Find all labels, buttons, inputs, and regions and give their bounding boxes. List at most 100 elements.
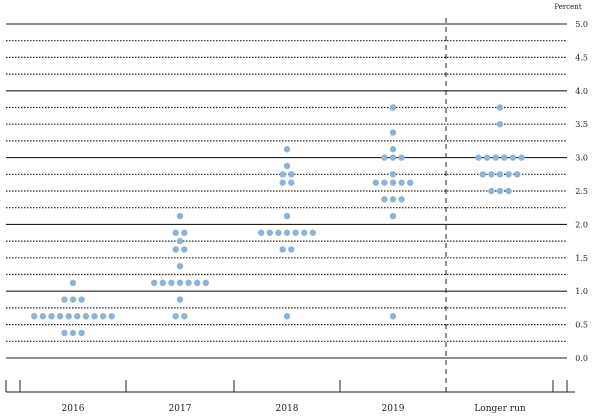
- dot-point: [176, 237, 184, 245]
- dot-point: [389, 313, 397, 320]
- dot-point: [279, 246, 286, 253]
- y-tick-label: 1.5: [575, 254, 588, 263]
- dot-point: [389, 104, 397, 111]
- dot-point: [65, 313, 72, 320]
- dot-point: [475, 154, 482, 161]
- dot-point: [258, 229, 265, 236]
- dot-point: [292, 229, 299, 236]
- dot-point: [99, 313, 107, 320]
- x-tick-label: 2019: [382, 404, 405, 414]
- dot-point: [172, 229, 179, 236]
- dot-point: [283, 229, 291, 236]
- dot-point: [39, 313, 47, 320]
- dot-point: [185, 279, 192, 287]
- dot-point: [389, 212, 397, 220]
- dot-point: [389, 154, 397, 161]
- y-tick-label: 0.5: [575, 321, 588, 330]
- y-axis-title: Percent: [554, 3, 581, 11]
- dot-point: [398, 154, 405, 161]
- dot-point: [505, 171, 512, 178]
- y-tick-label: 2.0: [575, 220, 588, 229]
- dot-point: [501, 154, 508, 161]
- dot-point: [283, 212, 291, 220]
- dot-point: [279, 171, 286, 178]
- dot-point: [483, 154, 491, 161]
- dot-point: [69, 296, 77, 303]
- dot-point: [398, 196, 405, 203]
- dot-point: [176, 262, 184, 270]
- dot-point: [74, 313, 81, 320]
- dot-point: [301, 229, 308, 236]
- dot-point: [194, 279, 201, 287]
- y-tick-label: 3.0: [575, 154, 588, 163]
- dot-point: [56, 313, 64, 320]
- y-tick-label: 1.0: [575, 287, 588, 296]
- dot-point: [181, 313, 188, 320]
- dot-point: [61, 296, 68, 303]
- dot-point: [69, 329, 77, 337]
- dot-point: [505, 187, 512, 195]
- dot-point: [108, 313, 115, 320]
- dot-point: [82, 313, 90, 320]
- dot-point: [151, 279, 158, 287]
- dot-point: [389, 196, 397, 203]
- dot-point: [48, 313, 55, 320]
- dot-point: [488, 171, 495, 178]
- dot-point: [69, 279, 77, 287]
- x-axis-labels: 2016 2017 2018 2019 Longer run: [62, 404, 526, 414]
- dot-point: [176, 279, 184, 287]
- dot-point: [381, 154, 388, 161]
- dot-point: [172, 246, 179, 253]
- dot-point: [496, 187, 504, 195]
- dot-point: [389, 179, 397, 186]
- dot-point: [381, 179, 388, 186]
- y-tick-label: 4.0: [575, 87, 588, 96]
- x-tick-label: 2017: [169, 404, 192, 414]
- y-tick-label: 4.5: [575, 53, 588, 62]
- dot-point: [288, 246, 295, 253]
- y-tick-label: 3.5: [575, 120, 588, 129]
- dot-point: [514, 171, 521, 178]
- dot-point: [488, 187, 495, 195]
- dot-point: [283, 162, 291, 170]
- dot-point: [509, 154, 517, 161]
- dot-point: [479, 171, 486, 178]
- dot-point: [159, 279, 166, 287]
- dot-point: [288, 179, 295, 186]
- dot-point: [309, 229, 316, 236]
- dot-point: [372, 179, 379, 186]
- x-tick-label: Longer run: [474, 404, 526, 414]
- grid-lines: [6, 23, 567, 359]
- y-tick-label: 2.5: [575, 187, 588, 196]
- dot-point: [496, 121, 504, 128]
- x-tick-label: 2018: [276, 404, 299, 414]
- dot-point: [283, 146, 291, 153]
- dot-point: [78, 329, 85, 337]
- dots: [31, 104, 525, 337]
- dot-point: [407, 179, 414, 186]
- y-tick-label: 5.0: [575, 20, 588, 29]
- dot-point: [91, 313, 98, 320]
- dot-point: [518, 154, 525, 161]
- dot-point: [31, 313, 38, 320]
- dot-point: [266, 229, 273, 236]
- x-tick-label: 2016: [62, 404, 85, 414]
- dot-point: [496, 171, 504, 178]
- dot-point: [283, 313, 291, 320]
- dot-point: [176, 296, 184, 303]
- dot-point: [288, 171, 295, 178]
- dot-point: [381, 196, 388, 203]
- y-tick-label: 0.0: [575, 354, 588, 363]
- dot-point: [176, 212, 184, 220]
- dot-point: [496, 104, 504, 111]
- y-axis-labels: 0.0 0.5 1.0 1.5 2.0 2.5 3.0 3.5 4.0 4.5 5.0: [575, 20, 588, 363]
- x-axis-ticks: [5, 380, 568, 392]
- dot-point: [181, 246, 188, 253]
- dot-point: [389, 146, 397, 153]
- dot-point: [61, 329, 68, 337]
- dot-point: [275, 229, 282, 236]
- dot-point: [168, 279, 175, 287]
- dot-point: [279, 179, 286, 186]
- dot-point: [172, 313, 179, 320]
